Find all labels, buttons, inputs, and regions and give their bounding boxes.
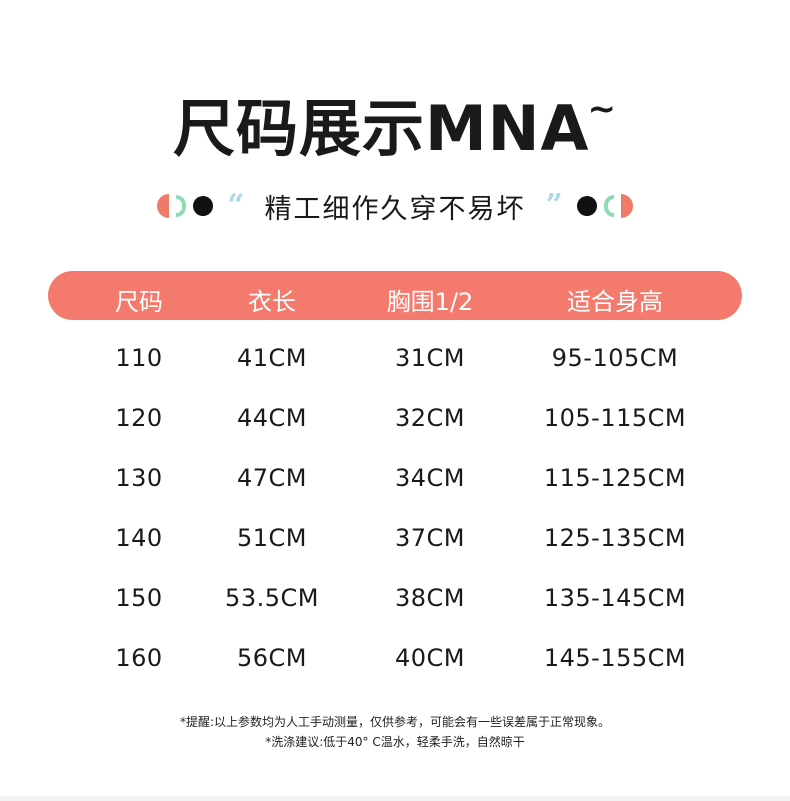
cell-size: 130 xyxy=(115,464,163,492)
cell-height: 145-155CM xyxy=(543,644,687,672)
cell-size: 110 xyxy=(115,344,163,372)
header-length: 衣长 xyxy=(248,288,296,316)
table-header: 尺码 衣长 胸围1/2 适合身高 xyxy=(48,271,742,320)
cell-length: 51CM xyxy=(236,524,308,552)
cell-height: 105-115CM xyxy=(543,404,687,432)
cell-size: 140 xyxy=(115,524,163,552)
page-title: 尺码展示MNA~ xyxy=(0,78,790,168)
cell-chest: 37CM xyxy=(394,524,466,552)
header-size: 尺码 xyxy=(115,288,163,316)
cell-chest: 32CM xyxy=(394,404,466,432)
left-decoration xyxy=(157,194,214,218)
subtitle-row: “ 精工细作久穿不易坏 ” xyxy=(0,186,790,226)
table-row: 110 41CM 31CM 95-105CM xyxy=(48,340,742,380)
green-crescent-icon xyxy=(176,195,187,217)
coral-half-circle-icon xyxy=(620,194,633,218)
table-row: 140 51CM 37CM 125-135CM xyxy=(48,520,742,560)
cell-size: 120 xyxy=(115,404,163,432)
cell-chest: 31CM xyxy=(394,344,466,372)
open-quote: “ xyxy=(227,188,245,223)
cell-chest: 34CM xyxy=(394,464,466,492)
close-quote: ” xyxy=(545,188,563,223)
cell-length: 53.5CM xyxy=(225,584,319,612)
cell-length: 56CM xyxy=(236,644,308,672)
measurement-note: *提醒:以上参数均为人工手动测量，仅供参考，可能会有一些误差属于正常现象。 xyxy=(179,715,611,729)
table-row: 150 53.5CM 38CM 135-145CM xyxy=(48,580,742,620)
cell-chest: 40CM xyxy=(394,644,466,672)
cell-height: 95-105CM xyxy=(551,344,679,372)
title-tilde: ~ xyxy=(587,89,618,129)
washing-note: *洗涤建议:低于40° C温水，轻柔手洗，自然晾干 xyxy=(265,735,525,749)
cell-length: 47CM xyxy=(236,464,308,492)
black-dot-icon xyxy=(193,196,214,216)
header-height: 适合身高 xyxy=(567,288,663,316)
cell-height: 125-135CM xyxy=(543,524,687,552)
table-row: 120 44CM 32CM 105-115CM xyxy=(48,400,742,440)
header-chest: 胸围1/2 xyxy=(386,288,474,316)
cell-length: 44CM xyxy=(236,404,308,432)
cell-size: 160 xyxy=(115,644,163,672)
cell-height: 135-145CM xyxy=(543,584,687,612)
subtitle-text: 精工细作久穿不易坏 xyxy=(264,193,526,225)
cell-length: 41CM xyxy=(236,344,308,372)
green-crescent-icon xyxy=(603,195,614,217)
coral-half-circle-icon xyxy=(157,194,170,218)
table-row: 160 56CM 40CM 145-155CM xyxy=(48,640,742,680)
table-row: 130 47CM 34CM 115-125CM xyxy=(48,460,742,500)
page-title-text: 尺码展示MNA xyxy=(172,92,590,165)
black-dot-icon xyxy=(576,196,597,216)
cell-height: 115-125CM xyxy=(543,464,687,492)
cell-chest: 38CM xyxy=(394,584,466,612)
cell-size: 150 xyxy=(115,584,163,612)
right-decoration xyxy=(576,194,633,218)
bottom-divider xyxy=(0,796,790,801)
